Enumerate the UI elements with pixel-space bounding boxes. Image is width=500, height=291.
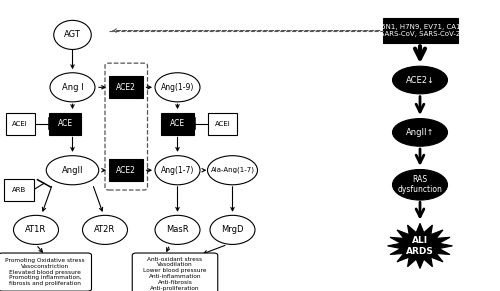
FancyBboxPatch shape <box>0 253 92 291</box>
Text: AT1R: AT1R <box>26 226 46 234</box>
Ellipse shape <box>210 215 255 244</box>
Ellipse shape <box>392 169 448 200</box>
Ellipse shape <box>155 215 200 244</box>
FancyBboxPatch shape <box>105 63 148 190</box>
Ellipse shape <box>208 156 258 185</box>
FancyBboxPatch shape <box>109 77 143 98</box>
Text: AngII↑: AngII↑ <box>406 128 434 137</box>
FancyBboxPatch shape <box>161 113 194 134</box>
Text: ACE: ACE <box>170 119 185 128</box>
Text: Ang(1-9): Ang(1-9) <box>161 83 194 92</box>
Text: MasR: MasR <box>166 226 189 234</box>
Ellipse shape <box>82 215 128 244</box>
FancyBboxPatch shape <box>208 113 237 134</box>
Text: Promoting Oxidative stress
Vasoconstriction
Elevated blood pressure
Promoting in: Promoting Oxidative stress Vasoconstrict… <box>5 258 85 286</box>
Ellipse shape <box>392 119 448 146</box>
Ellipse shape <box>54 20 91 49</box>
Text: ALI
ARDS: ALI ARDS <box>406 236 434 255</box>
Ellipse shape <box>155 156 200 185</box>
Text: ACE: ACE <box>58 119 72 128</box>
Text: Ang(1-7): Ang(1-7) <box>161 166 194 175</box>
Ellipse shape <box>50 73 95 102</box>
Text: ACE2↓: ACE2↓ <box>406 76 434 84</box>
Ellipse shape <box>14 215 59 244</box>
Text: ACEI: ACEI <box>12 121 28 127</box>
Text: AngII: AngII <box>62 166 83 175</box>
Text: ACEI: ACEI <box>214 121 230 127</box>
Text: Anti-oxidant stress
Vasodilation
Lower blood pressure
Anti-inflammation
Anti-fib: Anti-oxidant stress Vasodilation Lower b… <box>144 257 207 290</box>
Text: Ang I: Ang I <box>62 83 84 92</box>
Ellipse shape <box>392 66 448 94</box>
FancyBboxPatch shape <box>132 253 218 291</box>
FancyBboxPatch shape <box>49 113 81 134</box>
Ellipse shape <box>155 73 200 102</box>
Text: RAS
dysfunction: RAS dysfunction <box>398 175 442 194</box>
Text: AT2R: AT2R <box>94 226 116 234</box>
FancyBboxPatch shape <box>6 113 34 134</box>
FancyBboxPatch shape <box>109 159 143 181</box>
FancyBboxPatch shape <box>4 179 34 201</box>
Text: ARB: ARB <box>12 187 26 193</box>
Polygon shape <box>388 223 452 268</box>
Text: ACE2: ACE2 <box>116 83 136 92</box>
Text: MrgD: MrgD <box>221 226 244 234</box>
Text: AGT: AGT <box>64 31 81 39</box>
Text: H5N1, H7N9, EV71, CA16
SARS-CoV, SARS-CoV-2: H5N1, H7N9, EV71, CA16 SARS-CoV, SARS-Co… <box>376 24 464 37</box>
Text: Ala-Ang(1-7): Ala-Ang(1-7) <box>210 167 254 173</box>
FancyBboxPatch shape <box>382 18 458 43</box>
Text: ACE2: ACE2 <box>116 166 136 175</box>
Ellipse shape <box>46 156 99 185</box>
